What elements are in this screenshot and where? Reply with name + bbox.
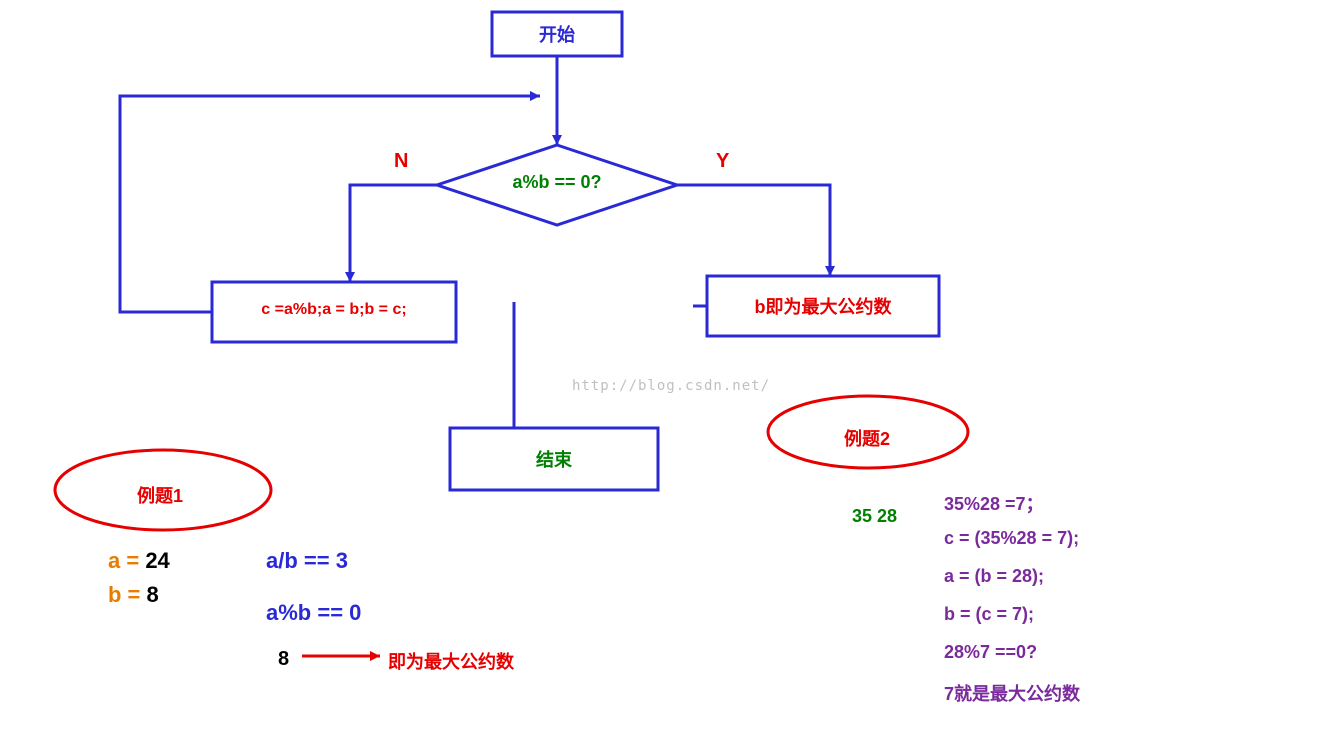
- ex1-title: 例题1: [137, 482, 183, 508]
- ex1-line-4: 8: [278, 648, 289, 671]
- y-label: Y: [716, 150, 729, 173]
- n-label: N: [394, 150, 408, 173]
- ex2-input: 35 28: [852, 506, 897, 527]
- ex1-line-2: a/b == 3: [266, 548, 348, 574]
- decision-label: a%b == 0?: [437, 172, 677, 193]
- ex2-title: 例题2: [844, 425, 890, 451]
- rightbox-label: b即为最大公约数: [707, 293, 939, 319]
- ex2-step-4: 28%7 ==0?: [944, 642, 1037, 663]
- ex1-line-0: a = 24: [108, 548, 170, 574]
- end-label: 结束: [450, 446, 658, 472]
- ex1-arrow-label: 即为最大公约数: [388, 648, 514, 674]
- ex2-step-5: 7就是最大公约数: [944, 680, 1080, 706]
- flowchart-svg: [0, 0, 1324, 748]
- start-label: 开始: [492, 21, 622, 47]
- leftbox-label: c =a%b;a = b;b = c;: [212, 301, 456, 319]
- ex2-step-3: b = (c = 7);: [944, 604, 1034, 625]
- ex1-line-1: b = 8: [108, 582, 159, 608]
- ex2-step-2: a = (b = 28);: [944, 566, 1044, 587]
- watermark: http://blog.csdn.net/: [572, 378, 770, 394]
- ex2-step-0: 35%28 =7；: [944, 490, 1044, 516]
- ex2-step-1: c = (35%28 = 7);: [944, 528, 1079, 549]
- ex1-line-3: a%b == 0: [266, 600, 361, 626]
